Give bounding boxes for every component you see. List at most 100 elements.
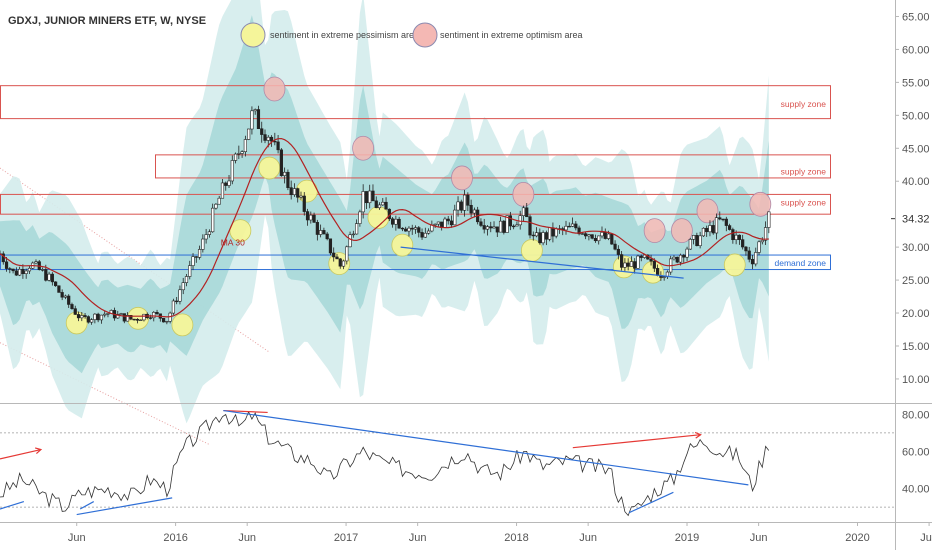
candle-body (296, 188, 300, 198)
rsi-trendline-red-3 (572, 434, 701, 449)
zone-box-3 (0, 254, 831, 271)
candle-body (57, 285, 61, 293)
candle-body (656, 268, 660, 276)
candle-body (760, 239, 764, 243)
candle-body (266, 136, 270, 141)
zone-label-0: supply zone (781, 99, 827, 109)
candle-body (515, 224, 519, 227)
price-trendline (400, 246, 684, 279)
optimism-marker (263, 76, 286, 102)
candle-body (502, 220, 506, 233)
candle-body (698, 235, 702, 247)
time-tick-label: 2018 (504, 532, 528, 544)
ma-30-line (0, 137, 769, 318)
rsi-trendline-blue-4 (223, 409, 749, 486)
candle-body (80, 315, 84, 319)
candle-body (312, 214, 316, 223)
candle-body (240, 151, 244, 154)
price-tick-label: 10.00 (902, 374, 930, 386)
candle-body (348, 234, 352, 248)
candle-body (610, 233, 614, 245)
candle-body (135, 318, 140, 321)
zone-box-0 (0, 85, 831, 120)
candle-body (433, 223, 437, 226)
price-tick-label: 60.00 (902, 44, 930, 56)
rsi-line (0, 410, 770, 517)
candle-body (711, 225, 715, 234)
candle-body (417, 227, 421, 233)
candle-body (14, 270, 18, 276)
candle-body (407, 227, 411, 232)
candle-body (230, 160, 234, 182)
candle-body (299, 195, 303, 198)
candle-body (538, 232, 542, 244)
candle-body (727, 225, 732, 230)
candle-body (24, 270, 28, 274)
pessimism-marker (171, 313, 194, 337)
candle-body (283, 171, 287, 176)
time-tick-label: 2020 (845, 532, 869, 544)
candle-body (338, 258, 342, 267)
candle-body (305, 211, 310, 221)
price-tick-label: 15.00 (902, 341, 930, 353)
candle-body (184, 276, 189, 283)
candle-body (554, 228, 558, 237)
candle-body (620, 254, 624, 268)
candle-body (675, 256, 679, 263)
candle-body (567, 225, 571, 228)
rsi-trendline-blue-2 (76, 497, 173, 516)
candle-body (129, 315, 133, 320)
candle-body (747, 250, 751, 260)
candle-body (482, 225, 486, 230)
time-tick-label: 2019 (675, 532, 699, 544)
candle-body (548, 227, 552, 240)
rsi-trendline-red-1 (0, 448, 42, 460)
pessimism-marker (723, 253, 746, 277)
candle-body (544, 232, 548, 240)
optimism-marker (749, 191, 772, 217)
optimism-marker (696, 198, 719, 224)
candle-body (96, 313, 100, 321)
price-tick-label: 40.00 (902, 176, 930, 188)
candle-body (54, 281, 58, 287)
candle-body (763, 227, 768, 241)
price-tick-label: 55.00 (902, 77, 930, 89)
candle-body (744, 246, 748, 252)
candle-body (50, 273, 54, 283)
rsi-trendline-blue-3 (79, 501, 95, 510)
zone-box-2 (0, 193, 831, 215)
candle-body (636, 255, 640, 269)
candle-body (603, 232, 607, 239)
candle-body (256, 109, 261, 130)
chart-title: GDXJ, JUNIOR MINERS ETF, W, NYSE (8, 15, 206, 27)
price-tick-label: 65.00 (902, 11, 930, 23)
legend-optimism-swatch (412, 22, 438, 48)
candle-body (705, 227, 709, 233)
candle-body (217, 197, 221, 205)
optimism-marker (512, 182, 535, 207)
candle-body (309, 214, 313, 221)
candle-body (721, 218, 725, 221)
candle-body (394, 218, 398, 225)
candle-body (741, 239, 745, 248)
candle-body (152, 312, 156, 319)
rsi-trendline-blue-1 (0, 500, 25, 510)
candle-body (498, 220, 503, 233)
legend-pessimism-swatch (240, 22, 266, 48)
time-tick-label: Jun (750, 532, 768, 544)
time-tick-label: 2017 (334, 532, 358, 544)
candle-body (197, 249, 202, 258)
candle-body (1, 253, 5, 263)
candle-body (315, 222, 319, 235)
candle-body (286, 171, 290, 188)
candle-body (319, 230, 323, 235)
candle-body (377, 204, 382, 209)
candle-body (103, 313, 107, 316)
candle-body (750, 259, 755, 265)
candle-body (250, 110, 254, 130)
candle-body (233, 153, 238, 161)
candle-body (106, 313, 110, 315)
candle-body (462, 194, 467, 211)
candle-body (93, 313, 97, 320)
